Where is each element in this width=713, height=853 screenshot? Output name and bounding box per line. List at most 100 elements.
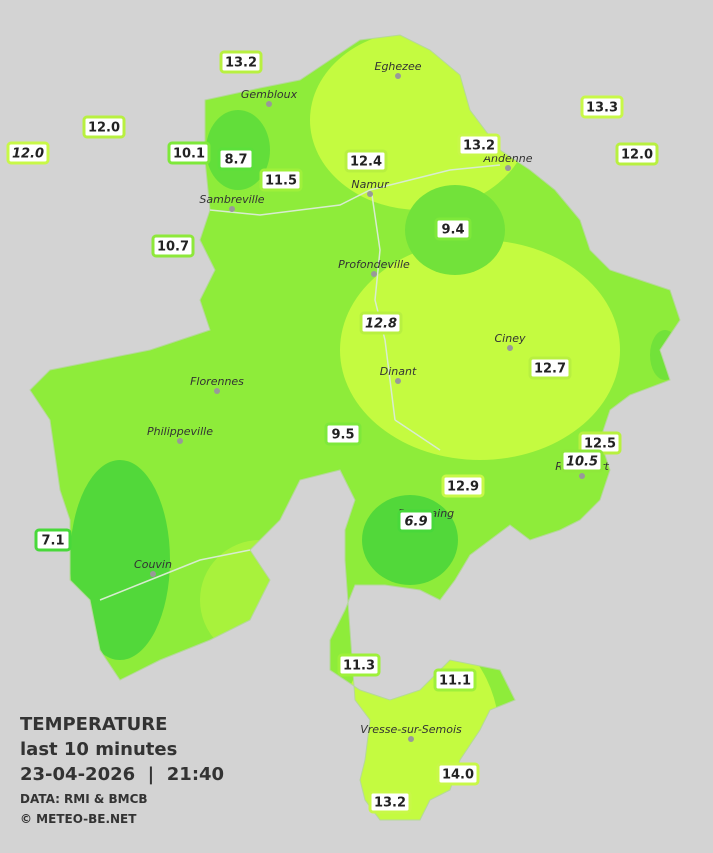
station-box <box>580 95 624 119</box>
station-box <box>615 142 659 166</box>
station-value: 10.1 <box>173 147 205 162</box>
city-label: Gembloux <box>241 88 298 101</box>
city-dot <box>371 271 377 277</box>
city-label: Philippeville <box>147 425 213 438</box>
city-label: Ciney <box>495 332 526 345</box>
station-value: 6.9 <box>404 515 427 530</box>
station: 10.1 <box>167 141 211 165</box>
station-box <box>368 790 412 814</box>
station-box <box>167 141 211 165</box>
station-value: 11.5 <box>265 174 297 189</box>
station-value: 11.3 <box>343 659 375 674</box>
station: 11.5 <box>259 168 303 192</box>
station-box <box>337 653 381 677</box>
city-label: Eghezee <box>375 60 422 73</box>
station-value: 12.0 <box>12 147 44 162</box>
station-box <box>217 147 255 171</box>
station-box <box>457 133 501 157</box>
city-dot <box>214 388 220 394</box>
station: 10.5 <box>560 449 604 473</box>
legend-source: DATA: RMI & BMCB <box>20 792 148 806</box>
city-label: Namur <box>351 178 390 191</box>
station-value: 13.2 <box>225 56 257 71</box>
station-box <box>344 149 388 173</box>
station-box <box>34 528 72 552</box>
station-value: 9.4 <box>441 223 464 238</box>
station: 13.3 <box>580 95 624 119</box>
station-box <box>219 50 263 74</box>
station-value: 12.5 <box>584 437 616 452</box>
station: 13.2 <box>368 790 412 814</box>
station-value: 13.2 <box>374 796 406 811</box>
station-box <box>528 356 572 380</box>
station-box <box>151 234 195 258</box>
station-box <box>434 217 472 241</box>
station-value: 11.1 <box>439 674 471 689</box>
station-value: 13.2 <box>463 139 495 154</box>
station: 12.9 <box>441 474 485 498</box>
station: 6.9 <box>397 509 435 533</box>
station-box <box>359 311 403 335</box>
city-label: Couvin <box>134 558 172 571</box>
station-box <box>324 422 362 446</box>
station-value: 14.0 <box>442 768 474 783</box>
station: 9.4 <box>434 217 472 241</box>
station-box <box>397 509 435 533</box>
station: 13.2 <box>457 133 501 157</box>
legend-subtitle: last 10 minutes <box>20 739 177 760</box>
station-value: 10.5 <box>566 455 598 470</box>
city-dot <box>367 191 373 197</box>
station: 10.7 <box>151 234 195 258</box>
station: 11.3 <box>337 653 381 677</box>
station-value: 9.5 <box>331 428 354 443</box>
station: 12.0 <box>615 142 659 166</box>
city-label: Dinant <box>380 365 417 378</box>
city-dot <box>177 438 183 444</box>
city-dot <box>579 473 585 479</box>
station-box <box>436 762 480 786</box>
city-label: Profondeville <box>338 258 410 271</box>
station-box <box>6 141 50 165</box>
station: 13.2 <box>219 50 263 74</box>
station: 12.4 <box>344 149 388 173</box>
station-value: 12.0 <box>621 148 653 163</box>
station-box <box>259 168 303 192</box>
station: 12.0 <box>6 141 50 165</box>
city-label: Vresse-sur-Semois <box>360 723 462 736</box>
city-label: Florennes <box>190 375 244 388</box>
station: 9.5 <box>324 422 362 446</box>
station-value: 12.7 <box>534 362 566 377</box>
station-value: 12.9 <box>447 480 479 495</box>
station: 14.0 <box>436 762 480 786</box>
city-dot <box>505 165 511 171</box>
station: 8.7 <box>217 147 255 171</box>
legend-credit: © METEO-BE.NET <box>20 812 137 826</box>
station: 12.8 <box>359 311 403 335</box>
station-box <box>82 115 126 139</box>
city-dot <box>150 571 156 577</box>
station-value: 10.7 <box>157 240 189 255</box>
station-value: 13.3 <box>586 101 618 116</box>
legend-datetime: 23-04-2026 | 21:40 <box>20 764 224 785</box>
station: 12.0 <box>82 115 126 139</box>
city-dot <box>266 101 272 107</box>
legend-title: TEMPERATURE <box>20 714 167 735</box>
city-dot <box>395 73 401 79</box>
station: 11.1 <box>433 668 477 692</box>
station-box <box>433 668 477 692</box>
city-dot <box>507 345 513 351</box>
station-value: 12.4 <box>350 155 382 170</box>
city-dot <box>229 206 235 212</box>
city-label: Sambreville <box>199 193 264 206</box>
station-box <box>560 449 604 473</box>
station: 12.7 <box>528 356 572 380</box>
city-dot <box>408 736 414 742</box>
station-value: 7.1 <box>41 534 64 549</box>
station-box <box>441 474 485 498</box>
city-dot <box>395 378 401 384</box>
station-value: 8.7 <box>224 153 247 168</box>
station-value: 12.0 <box>88 121 120 136</box>
station-value: 12.8 <box>365 317 397 332</box>
station: 7.1 <box>34 528 72 552</box>
